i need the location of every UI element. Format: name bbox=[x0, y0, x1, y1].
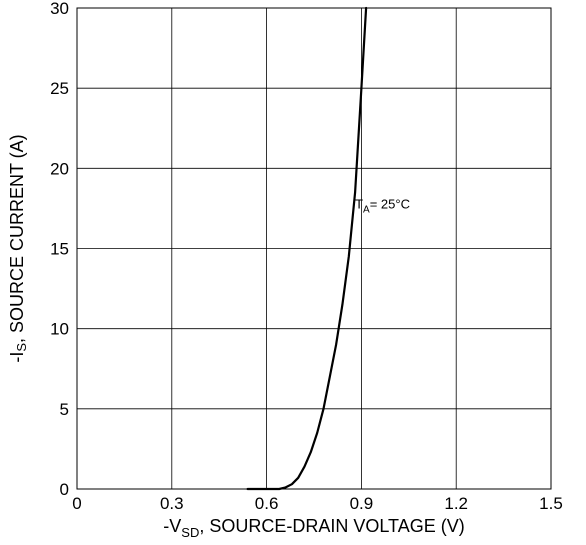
x-tick-label: 0.9 bbox=[350, 494, 374, 513]
annotation-suffix: = 25°C bbox=[370, 196, 410, 211]
x-tick-label: 0.3 bbox=[160, 494, 184, 513]
y-tick-label: 30 bbox=[50, 0, 69, 18]
y-axis-label-prefix: -I bbox=[7, 352, 27, 363]
y-tick-label: 15 bbox=[50, 240, 69, 259]
y-tick-label: 10 bbox=[50, 320, 69, 339]
x-tick-labels: 0 0.3 0.6 0.9 1.2 1.5 bbox=[72, 494, 563, 513]
y-axis-label: -IS, SOURCE CURRENT (A) bbox=[7, 134, 30, 362]
x-axis-label: -VSD, SOURCE-DRAIN VOLTAGE (V) bbox=[163, 516, 464, 540]
x-tick-label: 0 bbox=[72, 494, 81, 513]
plot-frame bbox=[76, 7, 552, 490]
y-tick-label: 25 bbox=[50, 79, 69, 98]
y-tick-label: 5 bbox=[60, 400, 69, 419]
series-line bbox=[246, 6, 368, 491]
y-tick-labels: 0 5 10 15 20 25 30 bbox=[50, 0, 69, 499]
x-axis-label-suffix: , SOURCE-DRAIN VOLTAGE (V) bbox=[199, 516, 464, 536]
y-tick-label: 0 bbox=[60, 480, 69, 499]
y-axis-label-sub: S bbox=[14, 343, 29, 352]
x-axis-label-prefix: -V bbox=[163, 516, 181, 536]
temperature-annotation: TA= 25°C bbox=[355, 196, 410, 215]
x-tick-label: 1.5 bbox=[539, 494, 563, 513]
grid bbox=[76, 7, 552, 490]
y-tick-label: 20 bbox=[50, 159, 69, 178]
annotation-sub: A bbox=[363, 204, 370, 215]
x-axis-label-sub: SD bbox=[181, 525, 199, 540]
y-axis-label-suffix: , SOURCE CURRENT (A) bbox=[7, 134, 27, 343]
annotation-prefix: T bbox=[355, 196, 363, 211]
x-tick-label: 1.2 bbox=[444, 494, 468, 513]
x-tick-label: 0.6 bbox=[255, 494, 279, 513]
